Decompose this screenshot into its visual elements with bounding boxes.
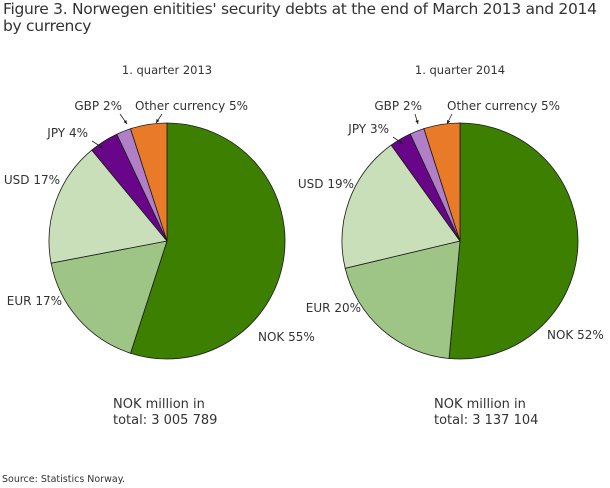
slice-label: JPY 4% bbox=[46, 126, 88, 140]
arrow-head-icon bbox=[415, 120, 419, 124]
pie-slice-usd bbox=[341, 144, 461, 269]
pie-subtitle: 1. quarter 2014 bbox=[415, 63, 505, 77]
slice-label: Other currency 5% bbox=[447, 99, 560, 113]
pie-slice-nok bbox=[130, 122, 286, 360]
pie-slice-usd bbox=[48, 149, 168, 264]
slice-label: GBP 2% bbox=[74, 99, 122, 113]
arrow-head-icon bbox=[447, 120, 451, 124]
slice-label: EUR 20% bbox=[306, 301, 361, 315]
total-value: total: 3 137 104 bbox=[434, 413, 538, 428]
slice-label: EUR 17% bbox=[7, 294, 62, 308]
total-label: NOK million in bbox=[434, 397, 526, 412]
slice-label: JPY 3% bbox=[347, 122, 389, 136]
total-label: NOK million in bbox=[113, 397, 205, 412]
slice-label: Other currency 5% bbox=[135, 99, 248, 113]
slice-label: NOK 52% bbox=[547, 328, 604, 342]
pie-slice-other-currency bbox=[423, 122, 461, 242]
source-note: Source: Statistics Norway. bbox=[2, 474, 125, 485]
chart-title: Figure 3. Norwegen enitities' security d… bbox=[3, 0, 597, 35]
pie-subtitle: 1. quarter 2013 bbox=[122, 63, 212, 77]
slice-label: GBP 2% bbox=[374, 99, 422, 113]
arrow-head-icon bbox=[399, 140, 403, 144]
pie-chart-1: 1. quarter 2013 NOK 55% EUR 17% USD 17% JPY … bbox=[4, 63, 315, 428]
pie-slice-eur bbox=[344, 240, 461, 359]
pie-slice-other-currency bbox=[130, 122, 168, 242]
pie-slice-nok bbox=[448, 122, 579, 360]
slice-label: NOK 55% bbox=[258, 330, 315, 344]
arrow-head-icon bbox=[99, 144, 103, 148]
arrow-head-icon bbox=[156, 119, 160, 123]
arrow-head-icon bbox=[123, 120, 127, 124]
pie-chart-2: 1. quarter 2014 NOK 52% EUR 20% USD 19% JPY … bbox=[298, 63, 604, 428]
slice-label: USD 17% bbox=[4, 173, 60, 187]
pie-slice-eur bbox=[50, 240, 168, 354]
slice-label: USD 19% bbox=[298, 177, 354, 191]
total-value: total: 3 005 789 bbox=[113, 413, 217, 428]
